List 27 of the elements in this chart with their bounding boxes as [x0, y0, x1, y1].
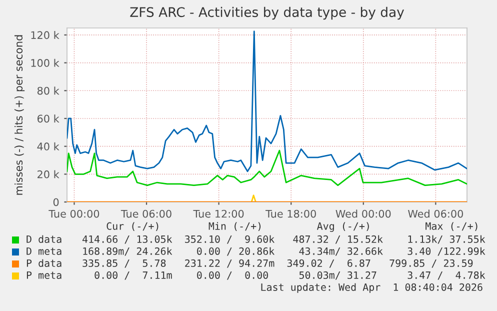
- x-tick-label: Wed 06:00: [408, 210, 463, 218]
- chart-title: ZFS ARC - Activities by data type - by day: [130, 6, 404, 20]
- text: Last update: Wed Apr 1 08:40:04 2026: [261, 283, 482, 293]
- y-tick-label: 40 k: [37, 142, 60, 150]
- x-tick-label: Tue 06:00: [120, 210, 172, 218]
- y-tick-label: 120 k: [31, 31, 60, 40]
- y-tick-label: 20 k: [38, 170, 60, 178]
- legend-label: D meta: [26, 247, 62, 255]
- line-series: [67, 150, 467, 186]
- text: Cur (-/+) Min (-/+) Avg (-/+) Max (-/+): [106, 222, 478, 232]
- x-tick-label: Wed 00:00: [336, 210, 391, 218]
- text: 168.89m/ 24.26k 0.00 / 20.86k 43.34m/ 32.66k 3.40 /122.99k: [83, 247, 486, 256]
- y-tick-label: 0: [53, 198, 59, 206]
- y-axis-title: misses (-) / hits (+) per second: [14, 35, 25, 195]
- x-tick-label: Tue 00:00: [48, 210, 100, 218]
- y-tick-label: 100 k: [31, 58, 60, 67]
- y-tick-label: 80 k: [37, 86, 60, 95]
- legend-label: D data: [26, 235, 62, 243]
- y-tick-label: 60 k: [37, 114, 60, 123]
- text: 335.85 / 5.78 231.22 / 94.27m 349.02 / 6.87 799.85 / 23.59: [82, 259, 473, 268]
- line-series: [67, 30, 467, 172]
- text: 0.00 / 7.11m 0.00 / 0.00 50.03m/ 31.27 3.47 / 4.78k: [94, 271, 486, 280]
- legend-label: P data: [26, 259, 62, 267]
- legend-label: P meta: [26, 271, 62, 279]
- text: 414.66 / 13.05k 352.10 / 9.60k 487.32 / 15.52k 1.13k/ 37.55k: [82, 235, 486, 244]
- x-tick-label: Tue 12:00: [193, 210, 244, 218]
- x-tick-label: Tue 18:00: [266, 210, 316, 218]
